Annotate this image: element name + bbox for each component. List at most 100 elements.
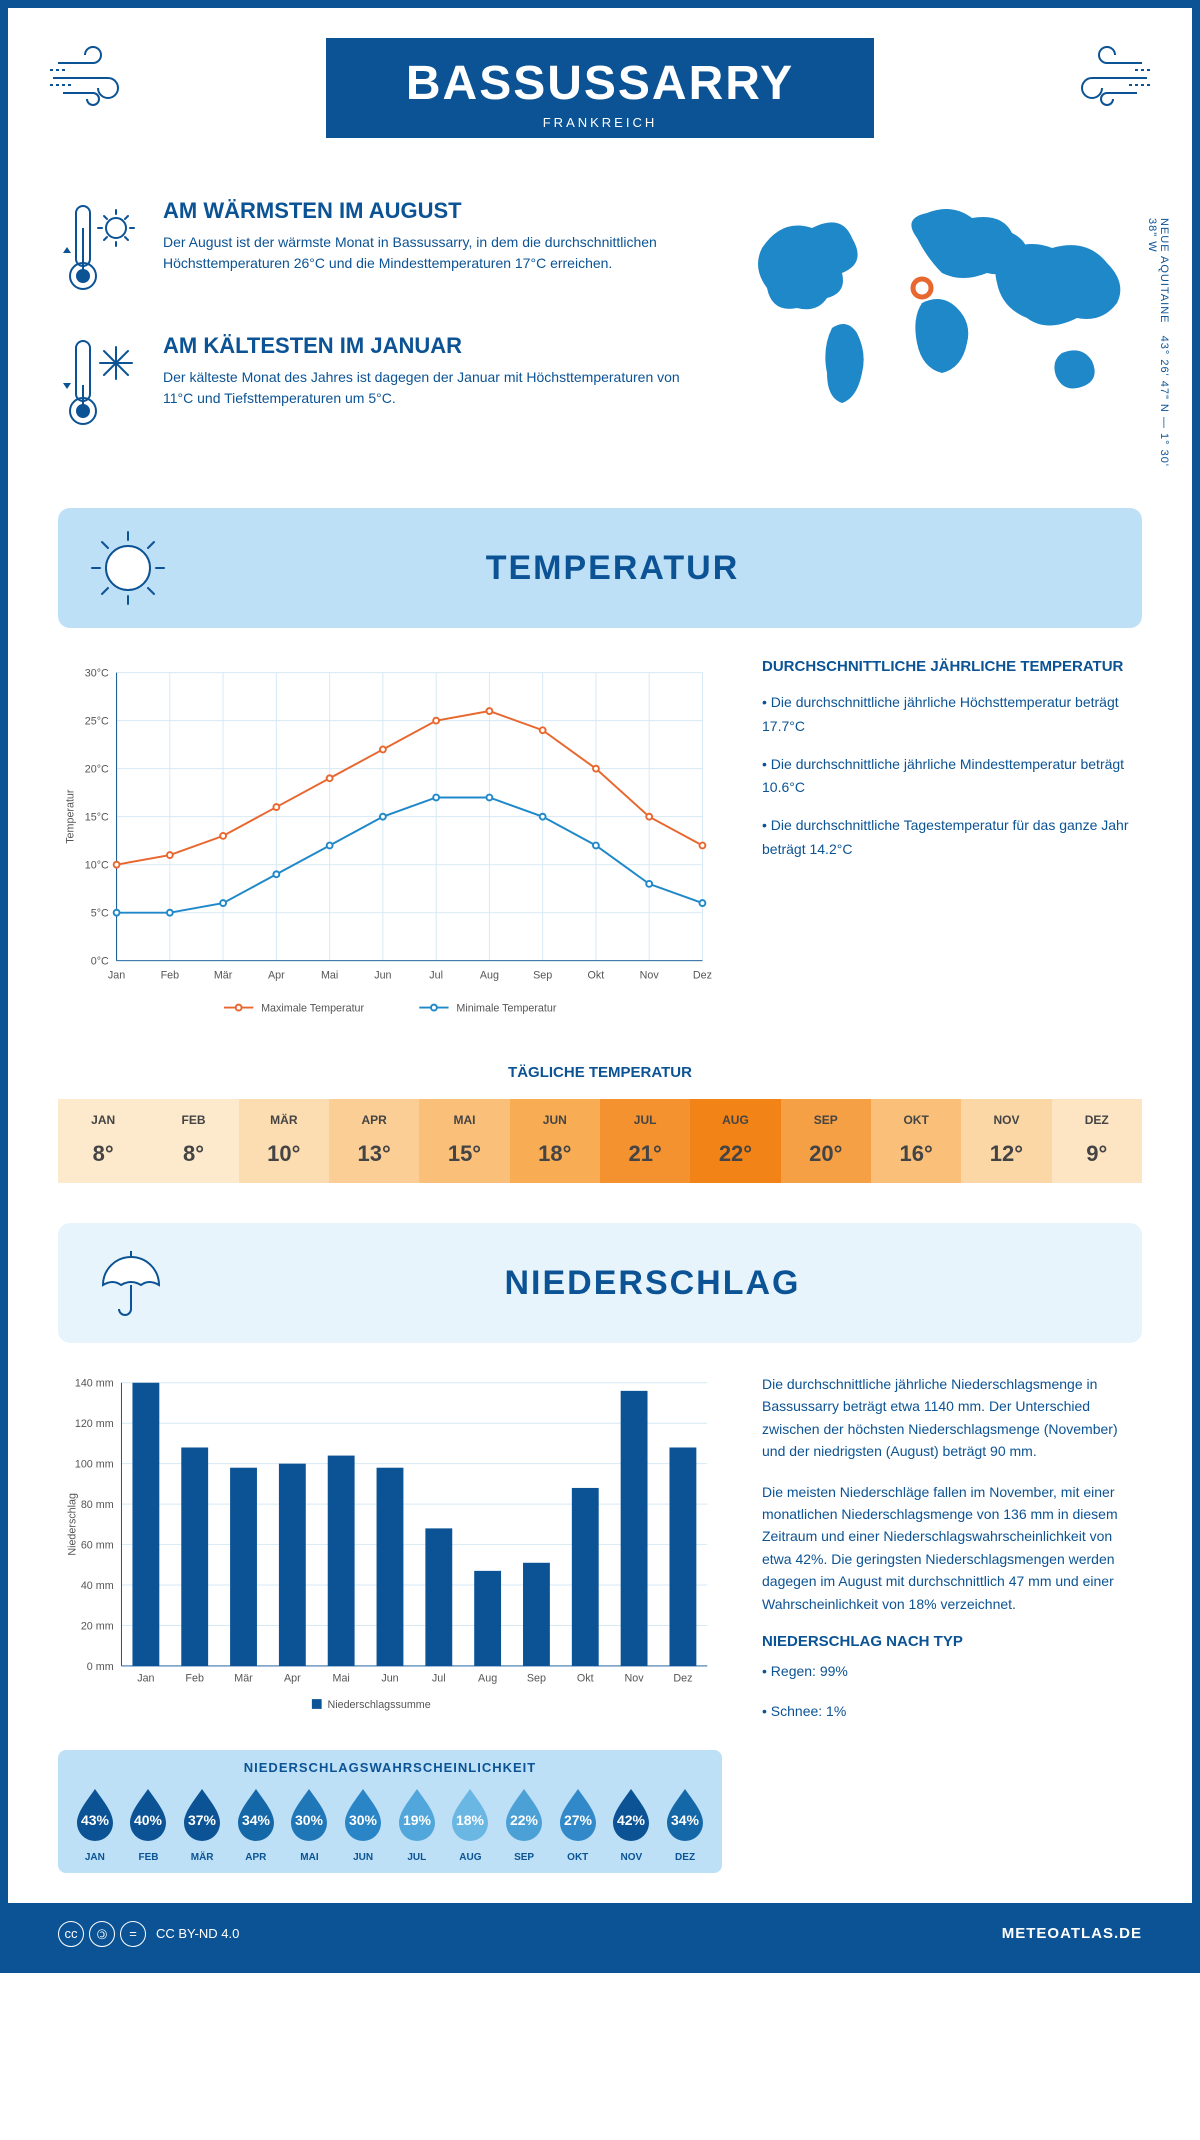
cc-license-icons: cc🄯= [58, 1921, 146, 1947]
svg-text:Feb: Feb [185, 1673, 204, 1685]
precip-probability-banner: NIEDERSCHLAGSWAHRSCHEINLICHKEIT 43% JAN … [58, 1750, 722, 1873]
daily-temp-heading: TÄGLICHE TEMPERATUR [58, 1064, 1142, 1081]
temp-cell: JAN8° [58, 1099, 148, 1183]
svg-text:60 mm: 60 mm [81, 1540, 114, 1552]
svg-text:5°C: 5°C [91, 908, 109, 920]
svg-text:Niederschlagssumme: Niederschlagssumme [327, 1699, 430, 1711]
site-name: METEOATLAS.DE [1002, 1925, 1142, 1942]
svg-text:40 mm: 40 mm [81, 1580, 114, 1592]
temp-cell: JUL21° [600, 1099, 690, 1183]
svg-text:0 mm: 0 mm [87, 1661, 114, 1673]
svg-text:Mär: Mär [214, 969, 233, 981]
svg-text:34%: 34% [671, 1812, 700, 1828]
temp-cell: MÄR10° [239, 1099, 329, 1183]
svg-text:18%: 18% [456, 1812, 485, 1828]
svg-text:Apr: Apr [284, 1673, 301, 1685]
svg-text:40%: 40% [134, 1812, 163, 1828]
prob-heading: NIEDERSCHLAGSWAHRSCHEINLICHKEIT [68, 1760, 712, 1775]
temp-cell: MAI15° [419, 1099, 509, 1183]
svg-text:Nov: Nov [640, 969, 660, 981]
svg-text:80 mm: 80 mm [81, 1499, 114, 1511]
fact-cold: AM KÄLTESTEN IM JANUAR Der kälteste Mona… [58, 333, 682, 433]
svg-text:Minimale Temperatur: Minimale Temperatur [456, 1002, 556, 1014]
prob-drop: 30% JUN [339, 1785, 387, 1863]
temp-cell: FEB8° [148, 1099, 238, 1183]
svg-text:20 mm: 20 mm [81, 1620, 114, 1632]
svg-text:Mai: Mai [321, 969, 338, 981]
svg-text:Sep: Sep [527, 1673, 546, 1685]
prob-drop: 19% JUL [393, 1785, 441, 1863]
temp-cell: NOV12° [961, 1099, 1051, 1183]
svg-text:10°C: 10°C [85, 860, 109, 872]
temp-cell: OKT16° [871, 1099, 961, 1183]
prob-drop: 30% MAI [285, 1785, 333, 1863]
svg-text:Aug: Aug [478, 1673, 497, 1685]
svg-text:120 mm: 120 mm [75, 1418, 114, 1430]
temp-cell: AUG22° [690, 1099, 780, 1183]
precip-section-banner: NIEDERSCHLAG [58, 1223, 1142, 1343]
city-title: BASSUSSARRY [406, 56, 794, 111]
footer: cc🄯= CC BY-ND 4.0 METEOATLAS.DE [8, 1903, 1192, 1965]
world-map [722, 198, 1142, 428]
svg-text:Mär: Mär [234, 1673, 253, 1685]
svg-text:Apr: Apr [268, 969, 285, 981]
svg-text:Jul: Jul [432, 1673, 446, 1685]
svg-text:30°C: 30°C [85, 668, 109, 680]
svg-text:20°C: 20°C [85, 764, 109, 776]
temp-heading: TEMPERATUR [193, 549, 1112, 588]
prob-drop: 34% APR [232, 1785, 280, 1863]
fact-hot: AM WÄRMSTEN IM AUGUST Der August ist der… [58, 198, 682, 298]
temp-line-chart: 0°C 5°C 10°C 15°C 20°C 25°C 30°C Jan Feb Mär Apr Ma… [58, 658, 722, 1034]
svg-text:37%: 37% [188, 1812, 217, 1828]
svg-text:30%: 30% [349, 1812, 378, 1828]
svg-text:27%: 27% [564, 1812, 593, 1828]
svg-text:Temperatur: Temperatur [65, 789, 77, 844]
license-label: CC BY-ND 4.0 [156, 1926, 239, 1941]
svg-text:0°C: 0°C [91, 956, 109, 968]
temp-summary-heading: DURCHSCHNITTLICHE JÄHRLICHE TEMPERATUR [762, 658, 1142, 675]
prob-drop: 34% DEZ [661, 1785, 709, 1863]
svg-text:22%: 22% [510, 1812, 539, 1828]
prob-drop: 27% OKT [554, 1785, 602, 1863]
country-label: FRANKREICH [406, 115, 794, 130]
svg-text:Jan: Jan [137, 1673, 154, 1685]
svg-text:Jan: Jan [108, 969, 125, 981]
svg-text:30%: 30% [295, 1812, 324, 1828]
precip-type-item: • Regen: 99% [762, 1660, 1142, 1682]
svg-text:Feb: Feb [161, 969, 180, 981]
svg-text:Mai: Mai [333, 1673, 350, 1685]
svg-text:Jun: Jun [381, 1673, 398, 1685]
temp-bullet: • Die durchschnittliche Tagestemperatur … [762, 814, 1142, 862]
facts-column: AM WÄRMSTEN IM AUGUST Der August ist der… [58, 198, 682, 468]
fact-cold-text: Der kälteste Monat des Jahres ist dagege… [163, 367, 682, 409]
umbrella-icon [88, 1243, 168, 1323]
svg-text:15°C: 15°C [85, 812, 109, 824]
svg-text:Okt: Okt [588, 969, 605, 981]
svg-text:Aug: Aug [480, 969, 499, 981]
precip-type-heading: NIEDERSCHLAG NACH TYP [762, 1633, 1142, 1650]
precip-heading: NIEDERSCHLAG [193, 1264, 1112, 1303]
svg-text:Dez: Dez [673, 1673, 692, 1685]
prob-drop: 18% AUG [446, 1785, 494, 1863]
fact-hot-text: Der August ist der wärmste Monat in Bass… [163, 232, 682, 274]
svg-text:42%: 42% [617, 1812, 646, 1828]
temp-bullet: • Die durchschnittliche jährliche Höchst… [762, 691, 1142, 739]
svg-text:Nov: Nov [625, 1673, 645, 1685]
temp-section-banner: TEMPERATUR [58, 508, 1142, 628]
svg-text:25°C: 25°C [85, 716, 109, 728]
precip-para: Die meisten Niederschläge fallen im Nove… [762, 1481, 1142, 1615]
temp-cell: DEZ9° [1052, 1099, 1142, 1183]
temp-cell: APR13° [329, 1099, 419, 1183]
svg-text:Dez: Dez [693, 969, 712, 981]
prob-drop: 37% MÄR [178, 1785, 226, 1863]
title-banner: BASSUSSARRY FRANKREICH [326, 38, 874, 138]
prob-drop: 42% NOV [607, 1785, 655, 1863]
svg-text:Okt: Okt [577, 1673, 594, 1685]
svg-text:43%: 43% [81, 1812, 110, 1828]
coordinates-label: NEUE AQUITAINE 43° 26' 47" N — 1° 30' 38… [1146, 218, 1170, 468]
svg-text:34%: 34% [242, 1812, 271, 1828]
precip-summary-text: Die durchschnittliche jährliche Niedersc… [762, 1373, 1142, 1873]
wind-icon [48, 43, 138, 113]
svg-text:140 mm: 140 mm [75, 1378, 114, 1390]
svg-text:100 mm: 100 mm [75, 1459, 114, 1471]
